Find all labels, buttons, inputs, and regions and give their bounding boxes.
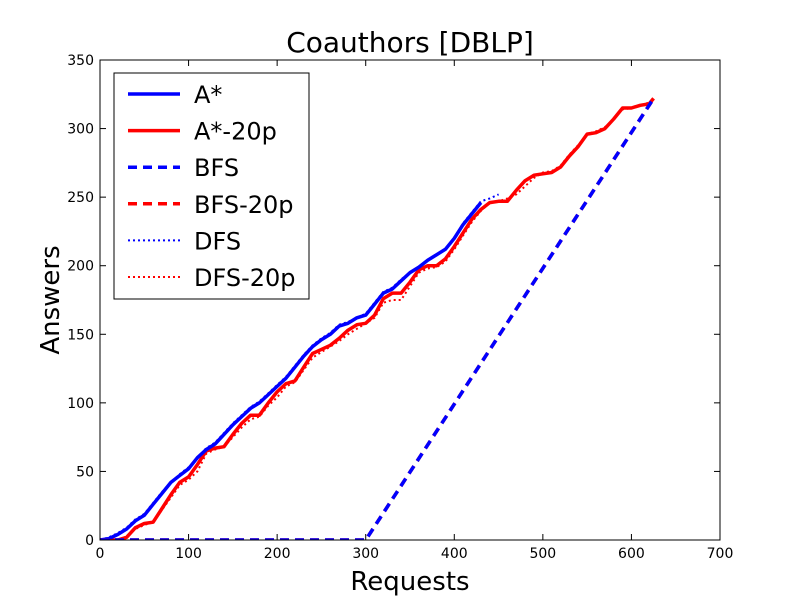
x-tick-label: 400 (441, 546, 468, 562)
x-tick-label: 700 (707, 546, 734, 562)
series-line-dfs (100, 193, 500, 540)
x-axis-title: Requests (350, 567, 469, 597)
legend-label: DFS (194, 227, 241, 255)
legend-box (113, 72, 310, 300)
ticks-layer: 0 100 200 300 400 500 600 700 0 50 100 150 200 250 300… (67, 53, 733, 562)
x-tick-label: 500 (529, 546, 556, 562)
legend-label: A*-20p (194, 118, 277, 146)
legend-label: BFS-20p (194, 191, 294, 219)
series-line-dfs-20p (100, 101, 650, 540)
plot-frame (99, 59, 721, 541)
y-tick-label: 100 (67, 396, 94, 412)
y-tick-label: 250 (67, 190, 94, 206)
y-axis-title: Answers (36, 245, 66, 354)
y-tick-label: 350 (67, 53, 94, 69)
series-line-a-20p (100, 97, 655, 540)
x-tick-label: 300 (352, 546, 379, 562)
y-tick-label: 150 (67, 327, 94, 343)
y-tick-label: 0 (85, 533, 94, 549)
y-tick-label: 300 (67, 122, 94, 138)
legend-label: BFS (194, 154, 239, 182)
series-line-bfs (100, 98, 655, 540)
legend-label: A* (194, 81, 222, 109)
x-tick-label: 200 (264, 546, 291, 562)
x-tick-label: 100 (175, 546, 202, 562)
x-tick-label: 600 (618, 546, 645, 562)
series-layer (100, 97, 655, 540)
y-tick-label: 200 (67, 259, 94, 275)
legend-label: DFS-20p (194, 264, 296, 292)
x-tick-label: 0 (96, 546, 105, 562)
chart-title: Coauthors [DBLP] (286, 26, 534, 59)
y-tick-label: 50 (76, 464, 94, 480)
legend: A* A*-20p BFS BFS-20p DFS DFS-20p (113, 72, 310, 300)
